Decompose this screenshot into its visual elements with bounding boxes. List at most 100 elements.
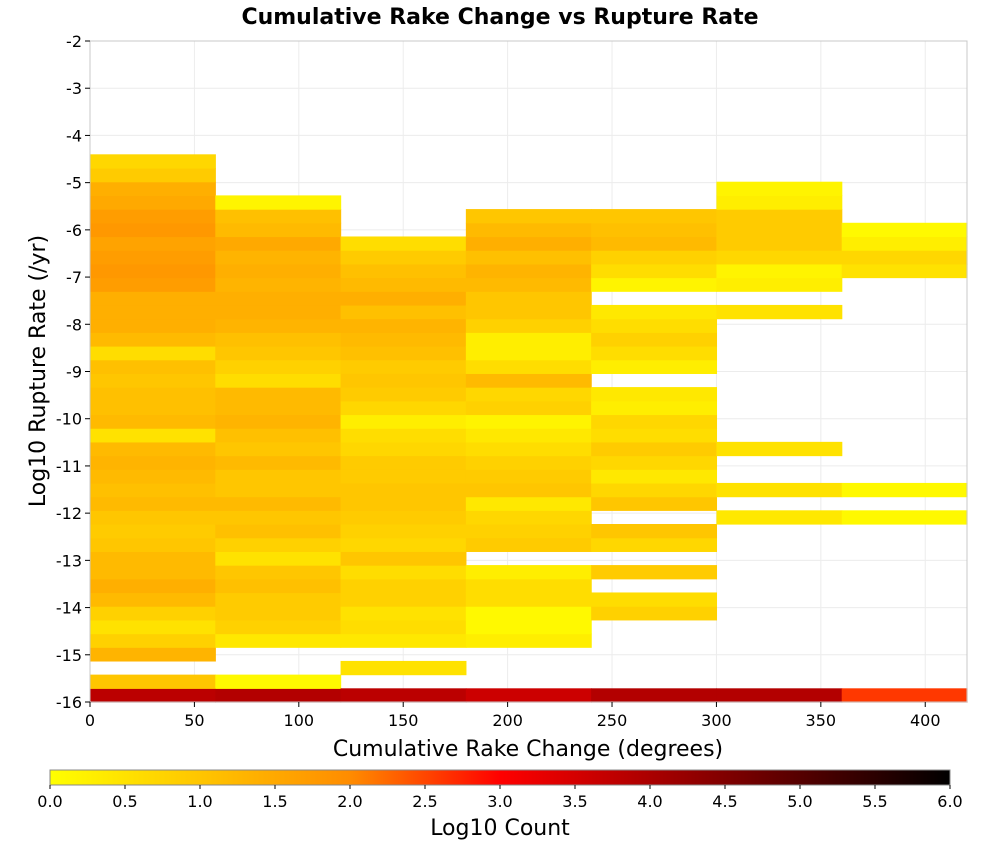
heatmap-cell (90, 469, 216, 484)
heatmap-cell (340, 304, 467, 320)
heatmap-cell (90, 263, 216, 279)
heatmap-cell (215, 496, 342, 511)
heatmap-cell (716, 510, 843, 525)
heatmap-cell (591, 482, 718, 498)
heatmap-cell (90, 496, 216, 511)
heatmap-cell (340, 346, 467, 361)
heatmap-cell (90, 236, 216, 251)
heatmap-cell (340, 263, 467, 279)
heatmap-cell (215, 619, 342, 635)
heatmap-cell (215, 551, 342, 566)
heatmap-cell (591, 236, 718, 251)
y-tick-label: -10 (56, 410, 82, 429)
heatmap-cell (215, 428, 342, 443)
heatmap-cell (465, 236, 592, 251)
y-tick-label: -4 (66, 126, 82, 145)
heatmap-cell (465, 578, 592, 594)
heatmap-cell (841, 250, 968, 265)
heatmap-cell (215, 277, 342, 292)
heatmap-cell (90, 482, 216, 498)
heatmap-cell (716, 250, 843, 265)
heatmap-cell (215, 304, 342, 320)
heatmap-cell (716, 482, 843, 498)
heatmap-cell (591, 496, 718, 511)
heatmap-cell (215, 606, 342, 621)
heatmap-cell (716, 441, 843, 457)
heatmap-cell (465, 291, 592, 306)
heatmap-cell (716, 236, 843, 251)
heatmap-cell (465, 469, 592, 484)
heatmap-cell (716, 195, 843, 210)
colorbar-tick-label: 2.0 (337, 792, 362, 811)
heatmap-cell (340, 250, 467, 265)
heatmap-cell (465, 496, 592, 511)
heatmap-cell (716, 181, 843, 196)
heatmap-cell (465, 592, 592, 607)
heatmap-cell (465, 428, 592, 443)
colorbar-tick-label: 4.5 (712, 792, 737, 811)
heatmap-cell (841, 236, 968, 251)
heatmap-cell (591, 250, 718, 265)
colorbar-tick-label: 3.5 (562, 792, 587, 811)
x-tick-label: 250 (597, 711, 628, 730)
heatmap-cell (465, 482, 592, 498)
heatmap-cell (215, 400, 342, 416)
x-tick-label: 0 (85, 711, 95, 730)
heatmap-cell (465, 619, 592, 635)
heatmap-cell (591, 263, 718, 279)
y-tick-label: -16 (56, 693, 82, 712)
heatmap-cell (215, 578, 342, 594)
heatmap-cell (591, 304, 718, 320)
heatmap-cell (90, 565, 216, 580)
heatmap-cell (465, 537, 592, 552)
heatmap-cell (465, 455, 592, 470)
heatmap-cell (215, 250, 342, 265)
heatmap-cell (465, 688, 592, 703)
heatmap-cell (716, 209, 843, 224)
heatmap-cell (90, 304, 216, 320)
x-tick-label: 300 (701, 711, 732, 730)
heatmap-cell (340, 482, 467, 498)
heatmap-cell (340, 592, 467, 607)
heatmap-cell (841, 263, 968, 279)
heatmap-cell (591, 441, 718, 457)
heatmap-cell (591, 400, 718, 416)
heatmap-cell (90, 441, 216, 457)
y-tick-label: -14 (56, 599, 82, 618)
heatmap-cell (465, 373, 592, 388)
heatmap-cell (215, 387, 342, 402)
y-tick-label: -8 (66, 315, 82, 334)
heatmap-cell (215, 414, 342, 429)
heatmap-cell (591, 537, 718, 552)
heatmap-cell (465, 222, 592, 238)
heatmap-cell (841, 222, 968, 238)
y-tick-label: -12 (56, 504, 82, 523)
heatmap-cell (465, 209, 592, 224)
colorbar-tick-label: 4.0 (637, 792, 662, 811)
heatmap-cell (340, 660, 467, 676)
y-tick-label: -3 (66, 79, 82, 98)
heatmap-cell (90, 524, 216, 539)
y-tick-label: -9 (66, 363, 82, 382)
heatmap-cell (90, 291, 216, 306)
heatmap-cell (340, 359, 467, 374)
x-axis-ticks: 0 50 100 150 200 250 300 350 400 (85, 702, 941, 730)
heatmap-cell (340, 291, 467, 306)
heatmap-cell (841, 482, 968, 498)
heatmap-cell (716, 263, 843, 279)
heatmap-cell (340, 565, 467, 580)
heatmap-cell (90, 578, 216, 594)
heatmap-cell (340, 236, 467, 251)
heatmap-cell (215, 373, 342, 388)
heatmap-cell (340, 414, 467, 429)
heatmap-cell (716, 688, 843, 703)
heatmap-cell (90, 250, 216, 265)
heatmap-cell (465, 510, 592, 525)
heatmap-cell (716, 277, 843, 292)
heatmap-cell (215, 510, 342, 525)
heatmap-cell (465, 565, 592, 580)
colorbar-ticks: 0.0 0.5 1.0 1.5 2.0 2.5 3.0 3.5 4.0 4.5 5.0 5.5 6.0 (37, 785, 963, 811)
heatmap-cell (591, 565, 718, 580)
heatmap-cell (215, 674, 342, 689)
heatmap-cell (90, 181, 216, 196)
